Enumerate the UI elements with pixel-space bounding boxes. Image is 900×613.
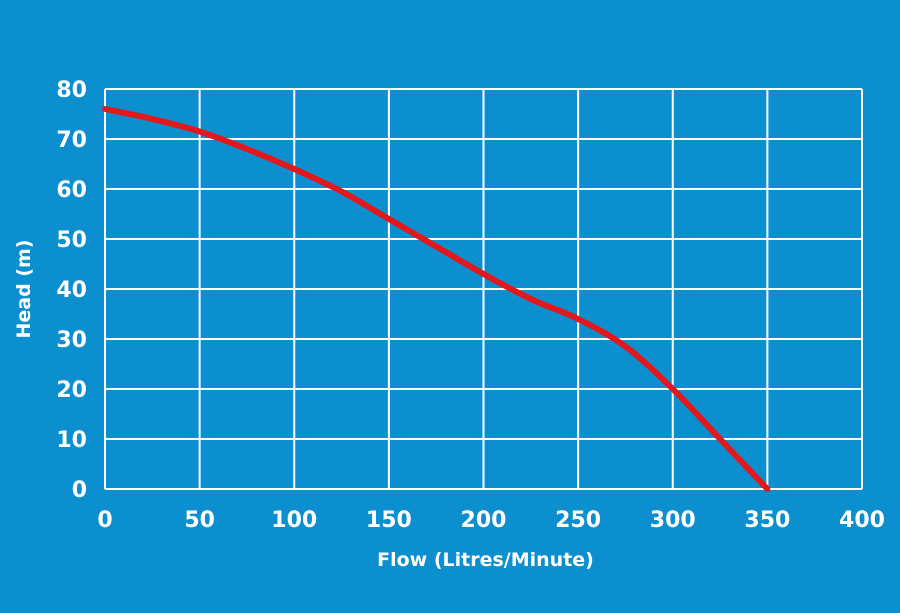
y-tick-label: 20 [56, 378, 87, 403]
x-axis-title: Flow (Litres/Minute) [377, 549, 594, 571]
x-tick-label: 150 [366, 508, 412, 533]
y-tick-label: 80 [56, 78, 87, 103]
y-tick-label: 50 [56, 228, 87, 253]
x-tick-label: 0 [97, 508, 112, 533]
x-tick-label: 200 [461, 508, 507, 533]
x-tick-label: 100 [271, 508, 317, 533]
y-tick-label: 10 [56, 428, 87, 453]
grid [104, 88, 863, 490]
y-axis-title: Head (m) [13, 240, 35, 339]
y-tick-label: 30 [56, 328, 87, 353]
y-tick-label: 0 [72, 478, 87, 503]
series-line [102, 106, 771, 492]
x-axis-ticks: 0 50 100 150 200 250 300 350 400 [97, 508, 885, 533]
y-tick-label: 70 [56, 128, 87, 153]
x-tick-label: 350 [744, 508, 790, 533]
x-tick-label: 50 [184, 508, 215, 533]
y-tick-label: 40 [56, 278, 87, 303]
series-layer [102, 106, 771, 492]
y-tick-label: 60 [56, 178, 87, 203]
y-axis-ticks: 0 10 20 30 40 50 60 70 80 [56, 78, 87, 503]
x-tick-label: 300 [650, 508, 696, 533]
x-tick-label: 400 [839, 508, 885, 533]
x-tick-label: 250 [555, 508, 601, 533]
